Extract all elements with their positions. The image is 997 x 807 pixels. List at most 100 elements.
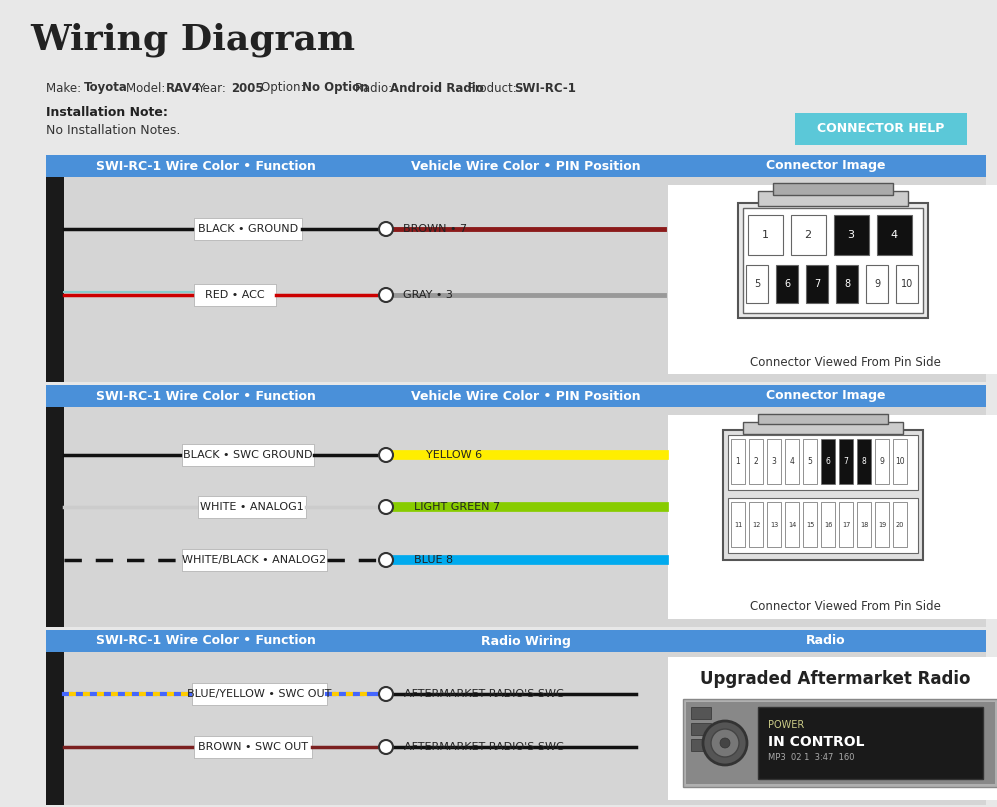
Text: YELLOW 6: YELLOW 6: [426, 450, 483, 460]
Text: IN CONTROL: IN CONTROL: [768, 735, 864, 749]
Bar: [803, 502, 817, 547]
Bar: [758, 707, 983, 779]
Bar: [731, 439, 745, 484]
Text: CONNECTOR HELP: CONNECTOR HELP: [818, 123, 945, 136]
Bar: [194, 736, 312, 758]
Bar: [749, 502, 763, 547]
Text: Connector Viewed From Pin Side: Connector Viewed From Pin Side: [750, 356, 940, 369]
Text: BLUE/YELLOW • SWC OUT: BLUE/YELLOW • SWC OUT: [186, 689, 331, 699]
Bar: [866, 265, 888, 303]
Text: GRAY • 3: GRAY • 3: [403, 290, 453, 300]
Text: RAV4: RAV4: [166, 82, 200, 94]
Text: No Installation Notes.: No Installation Notes.: [46, 123, 180, 136]
Text: 2005: 2005: [231, 82, 263, 94]
Bar: [839, 439, 853, 484]
Text: 5: 5: [754, 279, 760, 289]
Bar: [785, 502, 799, 547]
Text: 18: 18: [859, 522, 868, 528]
Text: Option:: Option:: [261, 82, 308, 94]
Text: Product:: Product:: [468, 82, 520, 94]
Text: AFTERMARKET RADIO'S SWC: AFTERMARKET RADIO'S SWC: [404, 689, 563, 699]
Bar: [46, 385, 986, 407]
Bar: [839, 502, 853, 547]
Bar: [46, 652, 64, 805]
Circle shape: [711, 729, 739, 757]
Bar: [767, 439, 781, 484]
Text: Year:: Year:: [197, 82, 229, 94]
Bar: [743, 208, 923, 313]
Circle shape: [379, 553, 393, 567]
Text: Upgraded Aftermarket Radio: Upgraded Aftermarket Radio: [700, 670, 970, 688]
Text: RED • ACC: RED • ACC: [205, 290, 265, 300]
Text: 20: 20: [895, 522, 904, 528]
Bar: [46, 407, 64, 627]
Text: 6: 6: [784, 279, 790, 289]
Text: 3: 3: [772, 458, 777, 466]
Text: Radio:: Radio:: [355, 82, 396, 94]
Circle shape: [379, 222, 393, 236]
Text: Radio: Radio: [807, 634, 845, 647]
Bar: [748, 215, 783, 255]
Bar: [182, 444, 314, 466]
Bar: [893, 439, 907, 484]
Text: 13: 13: [770, 522, 778, 528]
Bar: [192, 683, 327, 705]
Text: Connector Image: Connector Image: [767, 160, 885, 173]
Text: Vehicle Wire Color • PIN Position: Vehicle Wire Color • PIN Position: [411, 160, 641, 173]
Text: POWER: POWER: [768, 720, 805, 730]
Bar: [896, 265, 918, 303]
Text: 15: 15: [806, 522, 815, 528]
Bar: [182, 549, 327, 571]
Text: WHITE • ANALOG1: WHITE • ANALOG1: [200, 502, 304, 512]
Bar: [776, 265, 798, 303]
Text: 7: 7: [814, 279, 821, 289]
Text: WHITE/BLACK • ANALOG2: WHITE/BLACK • ANALOG2: [181, 555, 326, 565]
Bar: [194, 284, 276, 306]
Bar: [773, 183, 893, 195]
Text: 9: 9: [879, 458, 884, 466]
Text: 10: 10: [901, 279, 913, 289]
Text: 4: 4: [890, 230, 897, 240]
Bar: [46, 177, 64, 382]
Text: 8: 8: [843, 279, 850, 289]
Text: 1: 1: [736, 458, 741, 466]
Bar: [743, 422, 903, 434]
Text: 19: 19: [878, 522, 886, 528]
Bar: [875, 502, 889, 547]
Bar: [723, 430, 923, 560]
Bar: [795, 113, 967, 145]
Bar: [746, 265, 768, 303]
Text: Android Radio: Android Radio: [390, 82, 484, 94]
Text: AFTERMARKET RADIO'S SWC: AFTERMARKET RADIO'S SWC: [404, 742, 563, 752]
Text: 11: 11: [734, 522, 742, 528]
Text: SWI-RC-1 Wire Color • Function: SWI-RC-1 Wire Color • Function: [96, 160, 316, 173]
Text: 2: 2: [805, 230, 812, 240]
Text: MP3  02 1  3:47  160: MP3 02 1 3:47 160: [768, 752, 854, 762]
Text: LIGHT GREEN 7: LIGHT GREEN 7: [414, 502, 500, 512]
Text: Connector Viewed From Pin Side: Connector Viewed From Pin Side: [750, 600, 940, 613]
Bar: [194, 218, 302, 240]
Text: Toyota: Toyota: [84, 82, 128, 94]
Text: No Option: No Option: [302, 82, 369, 94]
Bar: [758, 414, 888, 424]
Bar: [668, 185, 997, 374]
Bar: [686, 702, 995, 784]
Bar: [728, 435, 918, 490]
Text: 2: 2: [754, 458, 759, 466]
Text: Make:: Make:: [46, 82, 85, 94]
Bar: [731, 502, 745, 547]
Bar: [728, 498, 918, 553]
Text: 8: 8: [861, 458, 866, 466]
Text: 9: 9: [874, 279, 880, 289]
Circle shape: [379, 740, 393, 754]
Bar: [691, 707, 711, 719]
Bar: [749, 439, 763, 484]
Text: Radio Wiring: Radio Wiring: [482, 634, 571, 647]
Bar: [46, 177, 986, 382]
Text: 14: 14: [788, 522, 797, 528]
Bar: [877, 215, 912, 255]
Bar: [875, 439, 889, 484]
Text: BLUE 8: BLUE 8: [414, 555, 453, 565]
Text: SWI-RC-1 Wire Color • Function: SWI-RC-1 Wire Color • Function: [96, 634, 316, 647]
Text: Model:: Model:: [126, 82, 169, 94]
